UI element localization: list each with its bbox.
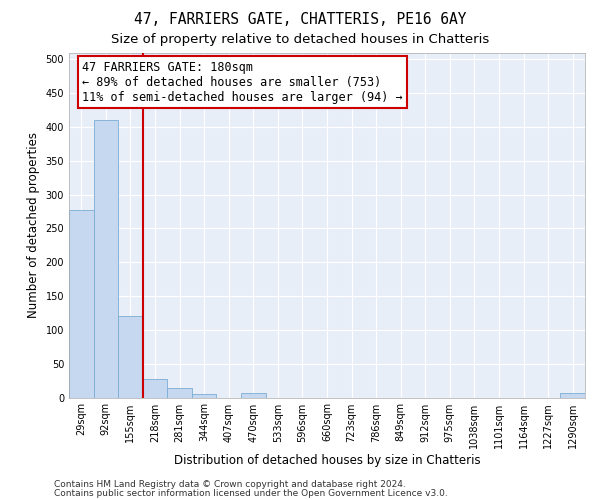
Y-axis label: Number of detached properties: Number of detached properties bbox=[27, 132, 40, 318]
Bar bbox=[241, 394, 266, 398]
Bar bbox=[192, 394, 217, 398]
Text: 47 FARRIERS GATE: 180sqm
← 89% of detached houses are smaller (753)
11% of semi-: 47 FARRIERS GATE: 180sqm ← 89% of detach… bbox=[82, 60, 403, 104]
Bar bbox=[118, 316, 143, 398]
Text: Size of property relative to detached houses in Chatteris: Size of property relative to detached ho… bbox=[111, 32, 489, 46]
Text: Contains public sector information licensed under the Open Government Licence v3: Contains public sector information licen… bbox=[54, 489, 448, 498]
Bar bbox=[143, 378, 167, 398]
X-axis label: Distribution of detached houses by size in Chatteris: Distribution of detached houses by size … bbox=[173, 454, 481, 466]
Text: 47, FARRIERS GATE, CHATTERIS, PE16 6AY: 47, FARRIERS GATE, CHATTERIS, PE16 6AY bbox=[134, 12, 466, 28]
Bar bbox=[560, 394, 585, 398]
Text: Contains HM Land Registry data © Crown copyright and database right 2024.: Contains HM Land Registry data © Crown c… bbox=[54, 480, 406, 489]
Bar bbox=[94, 120, 118, 398]
Bar bbox=[167, 388, 192, 398]
Bar bbox=[69, 210, 94, 398]
